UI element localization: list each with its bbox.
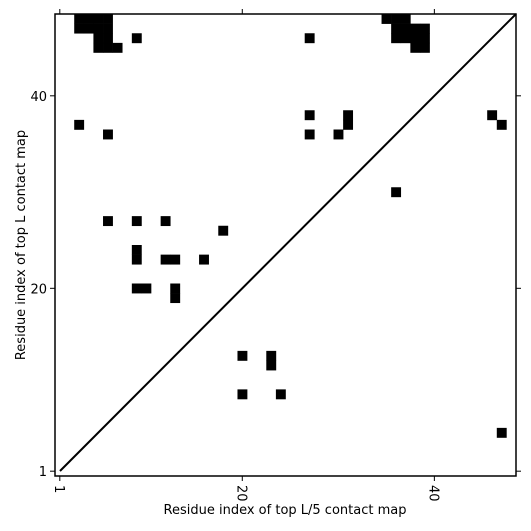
contact-cell [103, 129, 113, 140]
contact-cell [103, 42, 113, 53]
contact-cell [93, 33, 104, 44]
contact-cell [487, 110, 498, 121]
contact-cell [160, 254, 171, 265]
contact-cell [83, 14, 94, 24]
contact-cell [391, 23, 402, 34]
contact-cell [131, 254, 142, 265]
contact-cell [304, 129, 315, 140]
contact-cell [237, 389, 248, 400]
contact-cell [391, 187, 402, 198]
contact-cell [218, 225, 229, 236]
contact-cell [304, 33, 315, 44]
contact-cell [103, 216, 113, 227]
plot-frame [54, 13, 517, 477]
contact-cell [237, 350, 248, 361]
contact-cell [131, 245, 142, 255]
contact-cell [74, 14, 85, 24]
contact-cell [391, 14, 402, 24]
contact-cell [343, 119, 354, 130]
contact-cell [74, 119, 85, 130]
contact-cell [410, 33, 421, 44]
contact-cell [93, 14, 104, 24]
y-tick-label: 1 [39, 465, 47, 480]
contact-cell [496, 119, 507, 130]
x-tick-label: 20 [233, 485, 248, 502]
contact-cell [170, 293, 181, 304]
contact-cell [131, 283, 142, 294]
contact-cell [419, 33, 430, 44]
contact-cell [170, 254, 181, 265]
contact-cell [400, 33, 411, 44]
x-tick-label: 1 [51, 485, 66, 493]
contact-cell [419, 42, 430, 53]
diagonal-line [59, 13, 517, 472]
contact-cell [103, 33, 113, 44]
x-tick-label: 40 [425, 485, 440, 502]
contact-cell [410, 42, 421, 53]
contact-cell [381, 14, 392, 24]
contact-cell [131, 33, 142, 44]
contact-cell [496, 427, 507, 438]
y-axis-label: Residue index of top L contact map [14, 130, 29, 360]
contact-cell [141, 283, 152, 294]
contact-cell [170, 283, 181, 294]
contact-cell [93, 23, 104, 34]
contact-cell [410, 23, 421, 34]
contact-cell [160, 216, 171, 227]
contact-cell [93, 42, 104, 53]
contact-cell [266, 350, 277, 361]
contact-cell [419, 23, 430, 34]
contact-cell [74, 23, 85, 34]
contact-cell [400, 23, 411, 34]
contact-cell [199, 254, 209, 265]
y-tick-label: 20 [30, 282, 47, 297]
contact-cell [400, 14, 411, 24]
contact-cell [131, 216, 142, 227]
contact-cell [343, 110, 354, 121]
y-tick-label: 40 [30, 90, 47, 105]
contact-cell [333, 129, 344, 140]
contact-cell [83, 23, 94, 34]
contact-cell [266, 360, 277, 371]
contact-cell [275, 389, 286, 400]
contact-cell [112, 42, 123, 53]
contact-cell [391, 33, 402, 44]
contact-cell [304, 110, 315, 121]
contact-cell [103, 23, 113, 34]
x-axis-label: Residue index of top L/5 contact map [164, 503, 407, 518]
contact-cell [103, 14, 113, 24]
